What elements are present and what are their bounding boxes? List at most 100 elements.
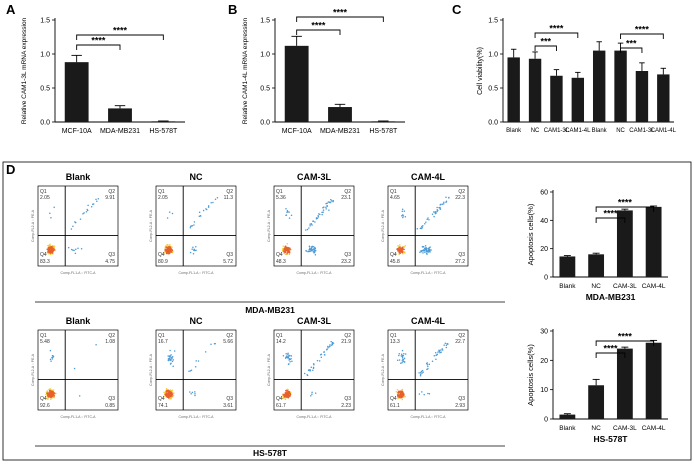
flow-dot bbox=[421, 391, 423, 393]
flow-dot bbox=[420, 370, 423, 373]
flow-dot bbox=[193, 224, 195, 226]
flow-dot bbox=[50, 245, 52, 248]
flow-y-axis-label: Comp-FL2-A :: PE-A bbox=[149, 209, 153, 242]
flow-dot bbox=[397, 249, 399, 251]
flow-dot bbox=[51, 354, 54, 357]
flow-dot bbox=[421, 369, 424, 372]
flow-dot bbox=[86, 209, 89, 212]
bar bbox=[592, 50, 606, 122]
flow-plot-title: Blank bbox=[66, 172, 92, 182]
flow-dot bbox=[47, 244, 49, 247]
flow-dot bbox=[330, 198, 332, 201]
flow-q4-name: Q4 bbox=[390, 252, 397, 258]
flow-dot bbox=[317, 214, 319, 217]
flow-dot bbox=[401, 214, 403, 217]
flow-dot bbox=[198, 215, 201, 218]
flow-dot bbox=[166, 392, 168, 395]
flow-dot bbox=[67, 246, 70, 249]
flow-q3-name: Q3 bbox=[458, 252, 465, 258]
flow-dot bbox=[169, 248, 171, 251]
flow-dot bbox=[310, 394, 312, 397]
flow-q2-value: 1.08 bbox=[105, 339, 115, 345]
x-tick-label: CAM1-4L bbox=[651, 128, 677, 134]
flow-q1-name: Q1 bbox=[390, 333, 397, 339]
flow-dot bbox=[435, 211, 437, 213]
flow-dot bbox=[319, 213, 321, 216]
flow-dot bbox=[167, 358, 170, 360]
flow-q1-name: Q1 bbox=[158, 189, 165, 195]
flow-dot bbox=[401, 356, 404, 359]
flow-dot bbox=[398, 253, 401, 256]
flow-dot bbox=[401, 250, 404, 253]
flow-dot bbox=[189, 370, 192, 372]
flow-dot bbox=[82, 213, 84, 215]
flow-dot bbox=[423, 247, 426, 250]
flow-dot bbox=[428, 218, 430, 221]
flow-dot bbox=[77, 247, 79, 250]
flow-q3-value: 2.23 bbox=[341, 403, 351, 409]
flow-dot bbox=[172, 359, 175, 361]
flow-dot bbox=[419, 375, 422, 377]
flow-dot bbox=[306, 228, 309, 231]
panel-letter-c: C bbox=[452, 2, 462, 17]
flow-dot bbox=[425, 246, 427, 249]
flow-dot bbox=[402, 215, 405, 217]
flow-q1-value: 13.3 bbox=[390, 339, 400, 345]
flow-dot bbox=[312, 246, 315, 248]
flow-dot bbox=[48, 389, 51, 392]
bar bbox=[657, 74, 670, 122]
y-tick-label: 60 bbox=[540, 190, 548, 197]
significance-label: *** bbox=[540, 37, 551, 47]
x-tick-label: HS-578T bbox=[369, 128, 398, 135]
flow-dot bbox=[401, 361, 403, 364]
flow-dot bbox=[214, 198, 217, 201]
flow-dot bbox=[50, 360, 52, 362]
flow-q2-value: 23.1 bbox=[341, 195, 351, 201]
y-tick-label: 20 bbox=[540, 246, 548, 253]
flow-q1-name: Q1 bbox=[40, 189, 47, 195]
flow-dot bbox=[78, 395, 81, 397]
flow-dot bbox=[95, 344, 97, 346]
flow-dot bbox=[48, 394, 50, 396]
flow-dot bbox=[289, 354, 291, 357]
y-tick-label: 40 bbox=[540, 218, 548, 225]
flow-dot bbox=[70, 248, 73, 251]
flow-dot bbox=[166, 250, 168, 252]
flow-dot bbox=[281, 249, 284, 251]
flow-x-axis-label: Comp-FL1-A :: FITC-A bbox=[410, 271, 446, 275]
x-tick-label: CAM-3L bbox=[613, 425, 637, 432]
significance-label: **** bbox=[91, 36, 106, 46]
flow-dot bbox=[79, 218, 82, 220]
bar bbox=[507, 57, 520, 122]
panel-letter-a: A bbox=[6, 2, 16, 17]
flow-dot bbox=[53, 206, 55, 209]
y-tick-label: 1.0 bbox=[488, 52, 498, 59]
flow-dot bbox=[163, 252, 166, 254]
flow-dot bbox=[285, 356, 287, 358]
flow-dot bbox=[283, 252, 285, 254]
flow-dot bbox=[314, 392, 317, 394]
flow-dot bbox=[204, 351, 207, 353]
flow-dot bbox=[309, 225, 311, 227]
flow-dot bbox=[97, 197, 100, 200]
chart-a: 0.0 0.5 1.0 1.5 Relative CAM1-3L mRNA expres… bbox=[21, 17, 185, 135]
flow-dot bbox=[312, 369, 314, 371]
flow-dot bbox=[316, 217, 319, 220]
flow-dot bbox=[171, 246, 173, 248]
flow-dot bbox=[286, 252, 288, 254]
flow-dot bbox=[399, 394, 401, 397]
flow-dot bbox=[87, 204, 89, 207]
flow-dot bbox=[313, 249, 315, 252]
flow-dot bbox=[168, 390, 171, 393]
significance-label: **** bbox=[311, 21, 326, 31]
flow-q4-value: 45.8 bbox=[390, 259, 400, 265]
flow-dot bbox=[49, 349, 52, 352]
flow-dot bbox=[169, 243, 171, 246]
flow-dot bbox=[46, 252, 48, 254]
flow-dot bbox=[311, 393, 313, 395]
flow-row-mda: BlankQ12.05Q29.91Q34.75Q483.3Comp-FL1-A … bbox=[31, 172, 469, 275]
flow-dot bbox=[425, 221, 427, 223]
flow-q4-value: 92.6 bbox=[40, 403, 50, 409]
flow-dot bbox=[404, 215, 407, 218]
